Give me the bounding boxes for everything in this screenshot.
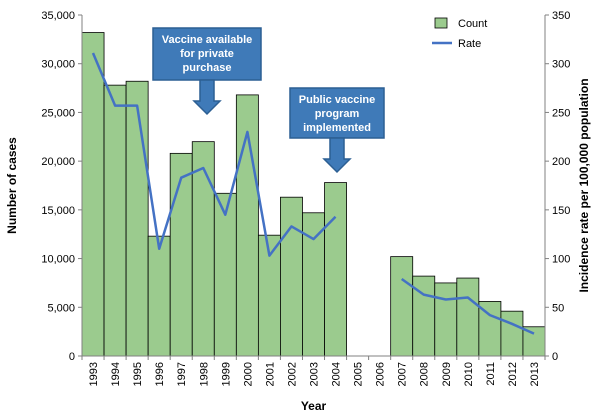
bar-2009	[434, 282, 458, 357]
bar-1997	[169, 152, 193, 357]
axes-group	[78, 14, 549, 360]
bar-2007	[390, 256, 414, 357]
y2-tick-label: 300	[552, 59, 570, 71]
legend-rate-label: Rate	[458, 38, 481, 50]
tick-labels-group: 0 5,000 10,000 15,000 20,000 25,000 30,000 35,0…	[41, 10, 570, 386]
y-axis-title: Number of cases	[5, 137, 19, 234]
bar-1995	[125, 80, 149, 357]
bar-2012	[500, 310, 524, 357]
bar-1994	[103, 84, 127, 357]
y-tick-label: 0	[69, 351, 75, 363]
x-tick-label: 1993	[88, 362, 100, 386]
callout-line: for private	[180, 48, 234, 60]
bar-1996	[147, 235, 171, 357]
x-axis-title: Year	[301, 399, 327, 413]
y-tick-label: 10,000	[41, 254, 75, 266]
y-tick-label: 30,000	[41, 59, 75, 71]
x-tick-label: 2010	[463, 362, 475, 386]
legend-count-label: Count	[458, 18, 487, 30]
callout-line: Vaccine available	[162, 34, 253, 46]
x-tick-label: 2006	[375, 362, 387, 386]
y2-tick-label: 50	[552, 302, 564, 314]
x-tick-label: 2000	[242, 362, 254, 386]
x-tick-label: 1995	[132, 362, 144, 386]
x-tick-label: 2008	[419, 362, 431, 386]
callout-box	[289, 87, 385, 139]
x-tick-label: 2011	[485, 362, 497, 386]
x-tick-label: 1999	[220, 362, 232, 386]
callout-box	[152, 27, 262, 81]
x-tick-label: 2005	[353, 362, 365, 386]
callout-public-program: Public vaccine program implemented	[289, 87, 385, 174]
y2-tick-label: 350	[552, 10, 570, 22]
y2-tick-label: 0	[552, 351, 558, 363]
y-tick-label: 5,000	[47, 302, 75, 314]
y-tick-label: 35,000	[41, 10, 75, 22]
bar-1993	[81, 32, 105, 357]
x-tick-label: 2012	[507, 362, 519, 386]
x-tick-label: 2004	[331, 362, 343, 386]
rate-series-line	[91, 52, 535, 335]
legend-count-swatch	[434, 17, 448, 29]
bar-1999	[213, 192, 237, 357]
y2-axis-title: Incidence rate per 100,000 population	[577, 78, 591, 292]
callout-arrow-icon	[322, 137, 352, 174]
x-tick-label: 2013	[529, 362, 541, 386]
callout-line: implemented	[303, 122, 371, 134]
callout-vaccine-available: Vaccine available for private purchase	[152, 27, 262, 116]
x-tick-label: 2001	[264, 362, 276, 386]
callout-arrow-icon	[192, 79, 222, 116]
bar-2002	[280, 196, 303, 357]
y2-tick-label: 150	[552, 205, 570, 217]
callout-line: purchase	[183, 62, 232, 74]
y-tick-label: 25,000	[41, 107, 75, 119]
y2-tick-label: 200	[552, 156, 570, 168]
y2-tick-label: 250	[552, 107, 570, 119]
legend: Count Rate	[432, 17, 487, 50]
bar-1998	[191, 141, 215, 357]
y-tick-label: 20,000	[41, 156, 75, 168]
x-tick-label: 2002	[286, 362, 298, 386]
callout-line: program	[315, 108, 360, 120]
callout-line: Public vaccine	[299, 94, 375, 106]
y2-tick-label: 100	[552, 254, 570, 266]
x-tick-label: 1998	[198, 362, 210, 386]
x-tick-label: 2003	[309, 362, 321, 386]
x-tick-label: 2007	[397, 362, 409, 386]
bar-2004	[324, 182, 347, 357]
x-tick-label: 1994	[110, 362, 122, 386]
bar-2010	[456, 277, 480, 357]
x-tick-label: 2009	[441, 362, 453, 386]
y-tick-label: 15,000	[41, 205, 75, 217]
x-tick-label: 1996	[154, 362, 166, 386]
x-tick-label: 1997	[176, 362, 188, 386]
